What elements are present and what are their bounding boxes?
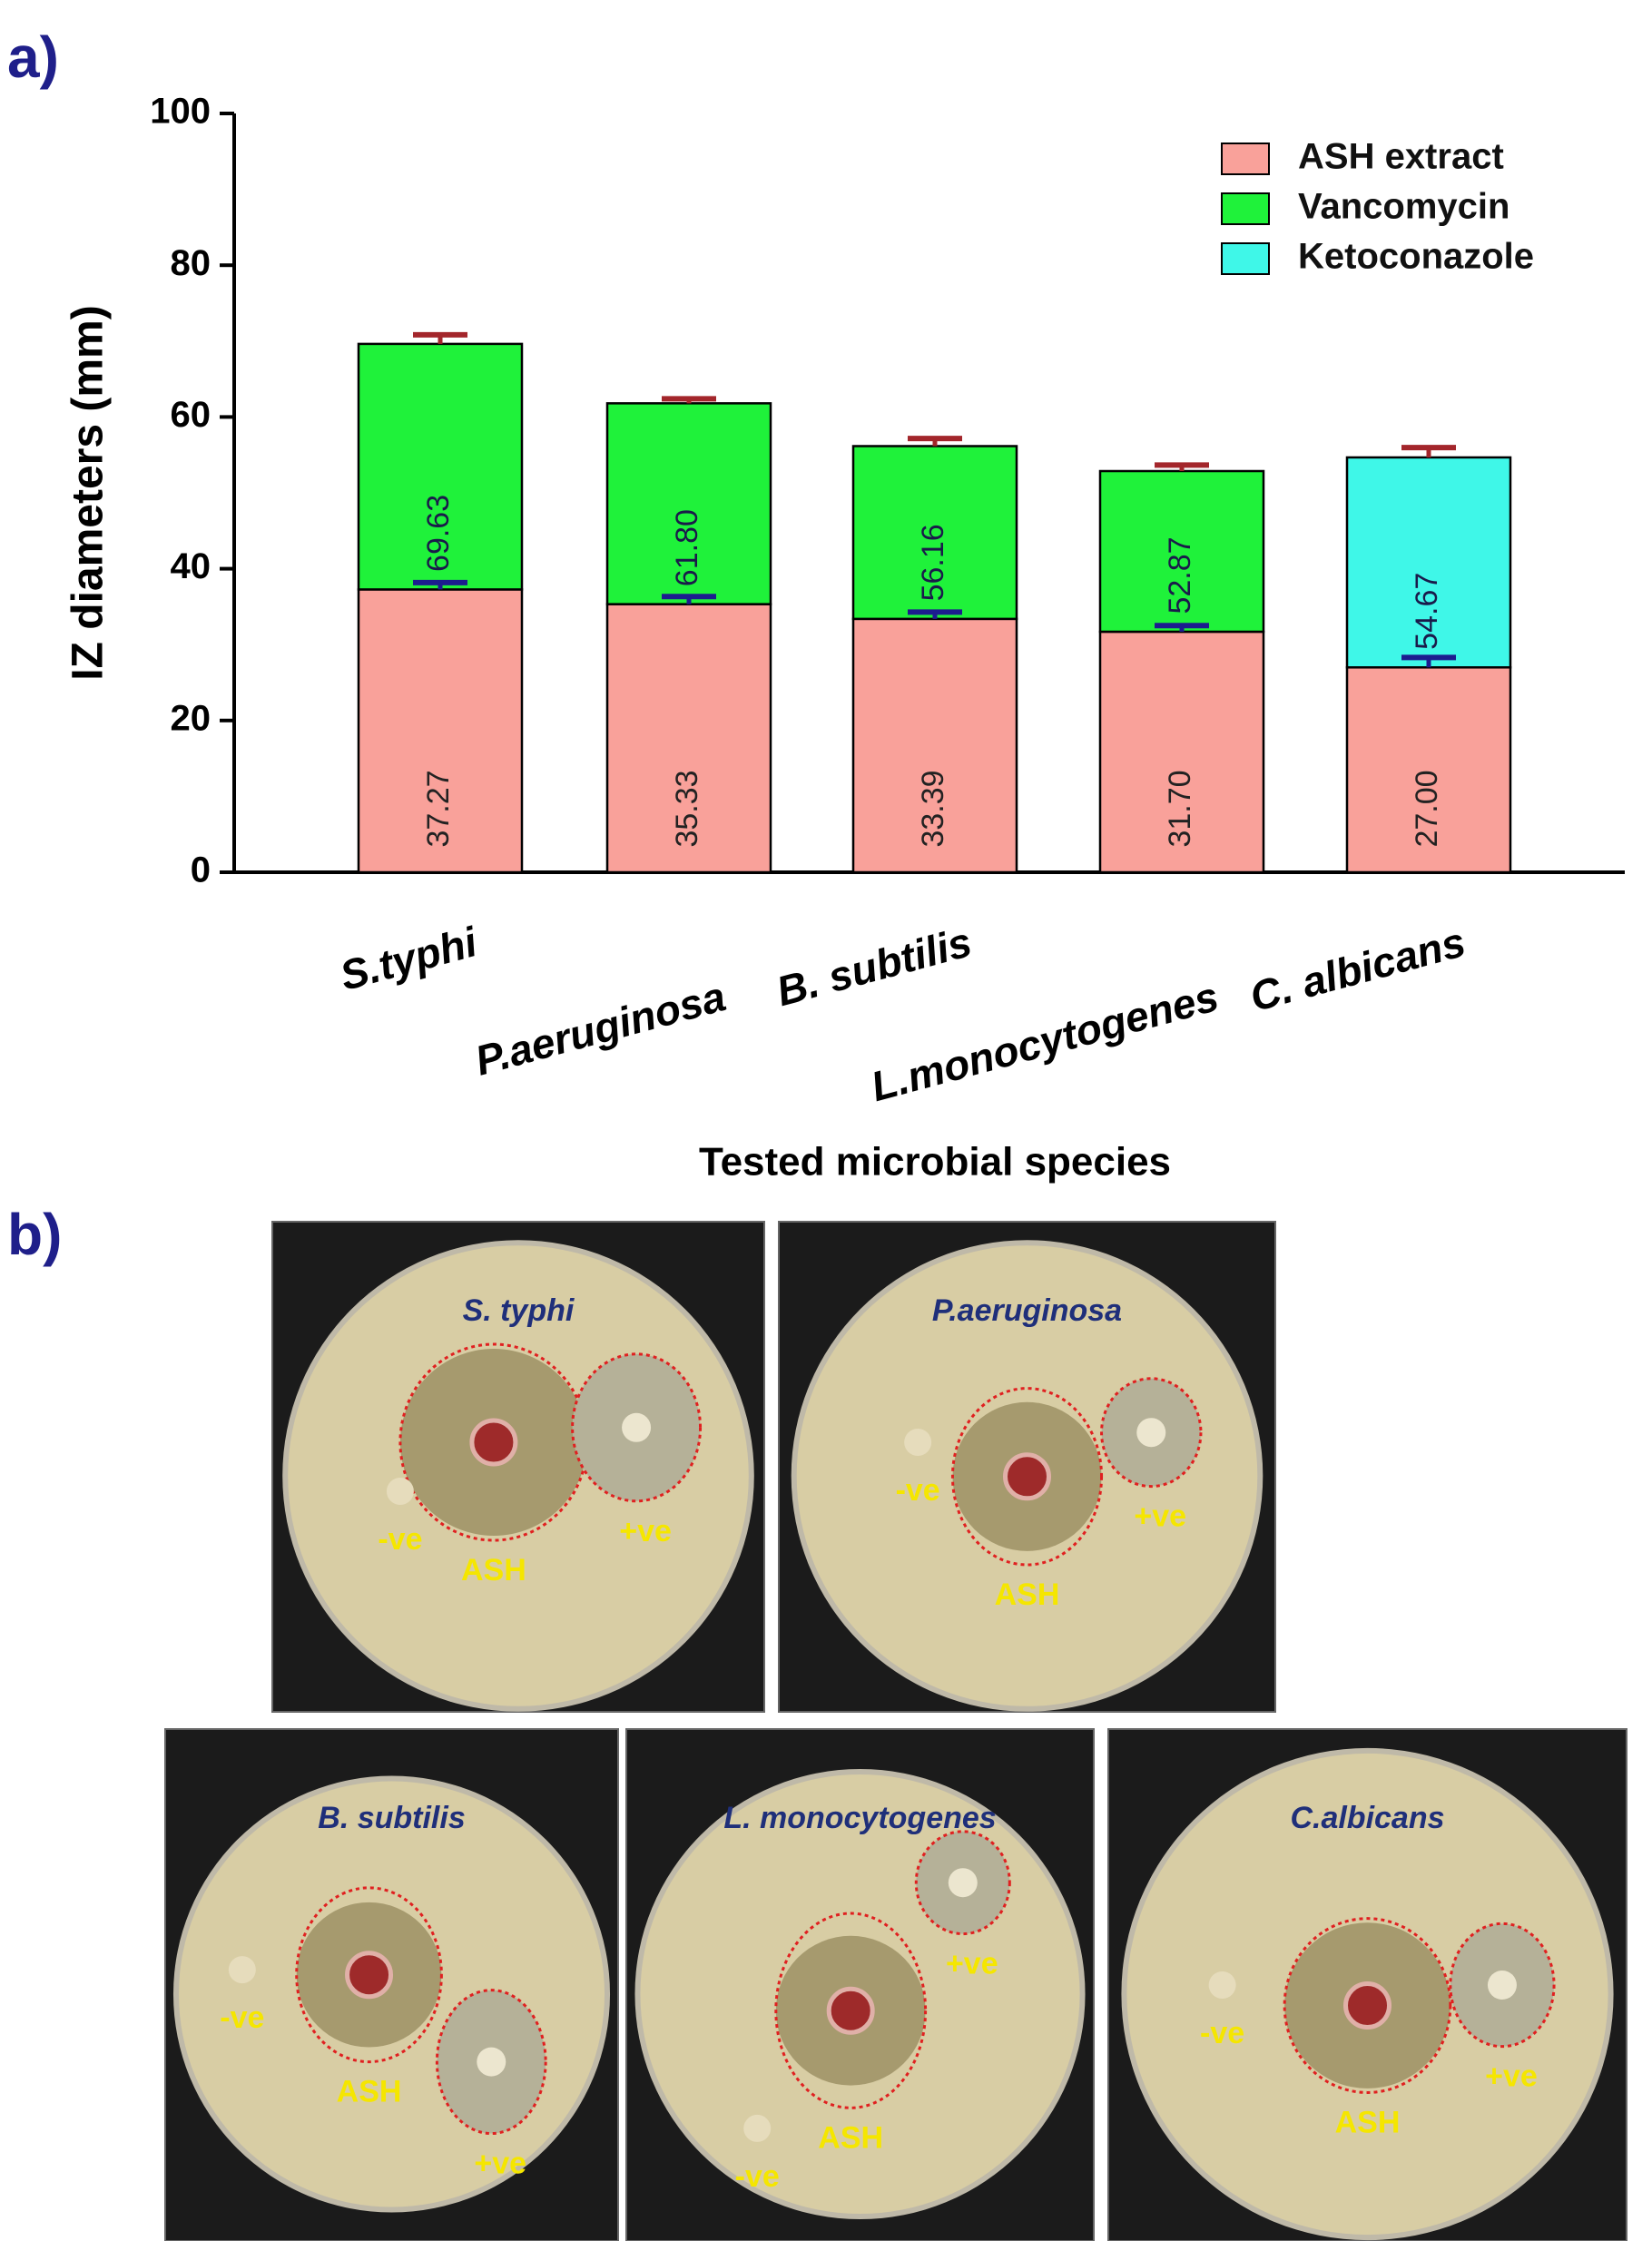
y-tick-label: 20	[171, 698, 211, 738]
zone-outline	[774, 1912, 928, 2109]
error-bar	[1155, 462, 1209, 472]
error-bar	[1401, 654, 1456, 668]
value-label: 33.39	[916, 770, 950, 847]
value-label: 27.00	[1410, 770, 1444, 847]
value-label: 35.33	[670, 770, 704, 847]
total-label: 69.63	[421, 495, 456, 572]
negative-disc	[1208, 1971, 1236, 1999]
plate-label: -ve	[896, 1473, 940, 1508]
bar-segment	[1098, 630, 1265, 874]
x-axis-title: Tested microbial species	[699, 1140, 1171, 1184]
error-bar	[908, 436, 962, 447]
positive-disc	[477, 2047, 506, 2077]
positive-disc	[622, 1412, 652, 1442]
plate-title: C.albicans	[1290, 1801, 1444, 1835]
error-bar	[908, 609, 962, 619]
plate-label: -ve	[1200, 2016, 1244, 2050]
plate-label: -ve	[735, 2159, 780, 2194]
panel-label: a)	[7, 25, 59, 90]
ash-well	[345, 1951, 394, 2000]
value-label: 37.27	[421, 770, 456, 847]
error-bar	[662, 396, 716, 404]
legend-swatch	[1221, 242, 1270, 275]
panel-label: b)	[7, 1202, 62, 1267]
plate-title: B. subtilis	[318, 1801, 465, 1835]
plate-title: P.aeruginosa	[932, 1293, 1122, 1328]
total-label: 54.67	[1410, 573, 1444, 650]
plate-photo: S. typhi -ve ASH +ve	[271, 1221, 765, 1713]
plate-label: ASH	[337, 2075, 402, 2109]
y-tick-label: 40	[171, 546, 211, 586]
y-axis-title: IZ diameters (mm)	[64, 305, 113, 680]
legend-swatch	[1221, 192, 1270, 225]
error-bar	[1401, 445, 1456, 457]
total-label: 52.87	[1163, 536, 1197, 614]
y-tick-label: 80	[171, 243, 211, 283]
bar-segment	[851, 617, 1018, 874]
error-bar	[662, 594, 716, 604]
x-tick-label: S.typhi	[335, 918, 483, 999]
plate-label: ASH	[995, 1578, 1060, 1612]
legend-label: ASH extract	[1298, 137, 1504, 177]
legend-label: Ketoconazole	[1298, 237, 1534, 277]
positive-disc	[1487, 1971, 1517, 2000]
x-tick-label: B. subtilis	[772, 918, 977, 1015]
error-bar	[413, 331, 467, 344]
bar-segment	[357, 342, 524, 591]
error-bar	[1155, 623, 1209, 632]
y-tick-label: 100	[150, 92, 211, 132]
bar-segment	[1345, 456, 1512, 669]
plate-photo: P.aeruginosa -ve ASH +ve	[778, 1221, 1276, 1713]
legend-swatch	[1221, 143, 1270, 175]
x-tick-label: L.monocytogenes	[866, 972, 1224, 1110]
x-tick-label: C. albicans	[1245, 918, 1470, 1020]
value-label: 31.70	[1163, 770, 1197, 847]
positive-disc	[948, 1868, 978, 1898]
total-label: 61.80	[670, 509, 704, 586]
ash-well	[469, 1418, 518, 1467]
plate-title: S. typhi	[463, 1293, 575, 1328]
ash-well	[1343, 1981, 1391, 2030]
negative-disc	[386, 1478, 414, 1505]
plate-label: +ve	[946, 1947, 998, 1981]
negative-disc	[904, 1429, 932, 1456]
plate-label: +ve	[619, 1514, 672, 1548]
plate-photo: L. monocytogenes -ve ASH +ve	[625, 1728, 1095, 2241]
zone-outline	[1283, 1917, 1452, 2094]
legend-label: Vancomycin	[1298, 187, 1509, 227]
plate-label: ASH	[1335, 2105, 1401, 2139]
plate-title: L. monocytogenes	[723, 1801, 996, 1835]
plate-label: +ve	[1134, 1499, 1186, 1534]
plate-label: +ve	[1485, 2059, 1538, 2094]
bar-segment	[1098, 469, 1265, 634]
zone-outline	[950, 1387, 1104, 1567]
positive-disc	[1136, 1418, 1166, 1448]
y-tick-label: 60	[171, 395, 211, 435]
plate-label: +ve	[474, 2147, 526, 2181]
plate-label: -ve	[220, 2000, 264, 2035]
plate-label: -ve	[378, 1522, 422, 1557]
ash-well	[1003, 1452, 1051, 1501]
total-label: 56.16	[916, 524, 950, 601]
ash-well	[826, 1986, 875, 2035]
zone-outline	[295, 1886, 443, 2064]
error-bar	[413, 579, 467, 590]
plate-photo: C.albicans -ve ASH +ve	[1107, 1728, 1627, 2241]
negative-disc	[228, 1956, 256, 1984]
y-tick-label: 0	[191, 850, 211, 890]
plate-label: ASH	[461, 1553, 526, 1587]
negative-disc	[743, 2114, 772, 2142]
bar-segment	[357, 588, 524, 874]
x-tick-label: P.aeruginosa	[470, 972, 731, 1084]
plate-photo: B. subtilis -ve ASH +ve	[164, 1728, 619, 2241]
plate-label: ASH	[818, 2120, 883, 2155]
bar-segment	[1345, 666, 1512, 874]
bar-segment	[851, 445, 1018, 621]
